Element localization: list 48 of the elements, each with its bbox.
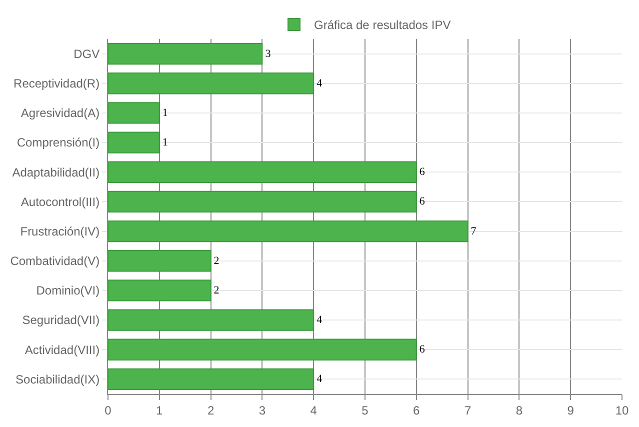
y-tick-label: Agresividad(A) <box>20 106 100 120</box>
y-tick-label: Comprensión(I) <box>16 136 100 150</box>
x-tick-label: 0 <box>104 403 112 418</box>
bar <box>108 309 314 331</box>
data-label: 2 <box>214 254 220 267</box>
bar <box>108 220 468 242</box>
x-tick-label: 10 <box>615 403 629 418</box>
y-tick-label: DGV <box>74 46 100 61</box>
y-tick-label: Actividad(VIII) <box>24 342 100 357</box>
y-tick-label: Receptividad(R) <box>14 76 100 91</box>
y-tick-label: Adaptabilidad(II) <box>12 165 100 180</box>
data-label: 4 <box>316 314 323 326</box>
bar <box>108 132 160 154</box>
x-tick-label: 6 <box>413 403 420 418</box>
bar <box>108 190 417 213</box>
data-label: 6 <box>419 166 426 178</box>
bar <box>108 161 417 183</box>
legend-label: Gráfica de resultados IPV <box>314 18 451 32</box>
y-tick-label: Autocontrol(III) <box>20 194 100 209</box>
x-tick-label: 7 <box>464 403 472 418</box>
data-label: 2 <box>214 284 220 296</box>
data-label: 4 <box>316 77 323 90</box>
y-tick-label: Dominio(VI) <box>36 284 100 298</box>
x-tick-label: 9 <box>567 403 574 418</box>
bar <box>108 338 417 360</box>
data-label: 1 <box>162 136 168 149</box>
y-tick-label: Seguridad(VII) <box>22 313 100 328</box>
y-tick-label: Combatividad(V) <box>10 254 100 268</box>
x-tick-label: 8 <box>516 403 523 418</box>
data-label: 6 <box>419 344 426 356</box>
x-tick-label: 3 <box>258 403 266 418</box>
x-tick-label: 5 <box>362 403 369 418</box>
data-label: 4 <box>316 373 323 386</box>
bar <box>108 42 263 65</box>
data-label: 7 <box>470 225 477 238</box>
bar <box>108 102 160 124</box>
bar <box>108 250 212 272</box>
data-label: 1 <box>162 106 168 119</box>
data-label: 6 <box>419 196 426 208</box>
x-tick-label: 2 <box>207 403 214 418</box>
bar <box>108 368 314 390</box>
x-tick-label: 1 <box>156 403 164 418</box>
bar <box>108 72 314 94</box>
bar <box>108 280 212 302</box>
x-tick-label: 4 <box>310 403 318 418</box>
data-label: 3 <box>265 48 272 60</box>
y-tick-label: Sociabilidad(IX) <box>16 372 100 386</box>
y-tick-label: Frustración(IV) <box>20 224 100 238</box>
